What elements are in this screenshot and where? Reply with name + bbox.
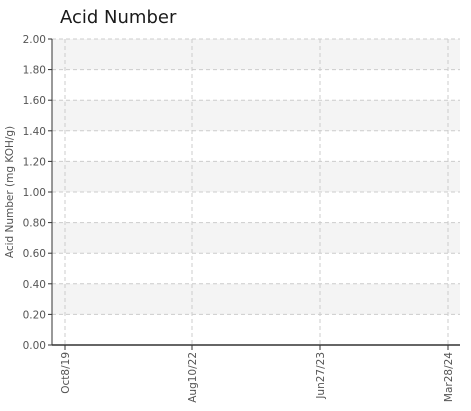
y-tick-label: 0.80 (23, 218, 46, 230)
x-tick-label: Jun27/23 (315, 352, 327, 400)
x-tick-label: Aug10/22 (187, 352, 199, 403)
y-tick-label: 1.60 (23, 95, 46, 107)
plot-band (52, 39, 460, 70)
y-tick-label: 0.00 (23, 340, 46, 352)
horizontal-gridlines (52, 38, 460, 315)
y-tick-label: 2.00 (23, 34, 46, 46)
chart-title: Acid Number (60, 7, 177, 28)
y-tick-label: 1.80 (23, 65, 46, 77)
vertical-gridlines (64, 39, 449, 345)
y-axis-ticks: 0.00 0.20 0.40 0.60 0.80 1.00 1.20 1.40 1.60 1.80… (23, 34, 52, 352)
x-tick-label: Mar28/24 (443, 352, 455, 402)
y-tick-label: 0.20 (23, 309, 46, 321)
plot-band (52, 283, 460, 315)
x-tick-label: Oct8/19 (60, 352, 72, 394)
plot-band (52, 100, 460, 131)
y-tick-label: 1.40 (23, 126, 46, 138)
y-tick-label: 0.60 (23, 248, 46, 260)
plot-band (52, 222, 460, 254)
x-axis-ticks: Oct8/19 Aug10/22 Jun27/23 Mar28/24 (60, 345, 455, 403)
y-tick-label: 1.00 (23, 187, 46, 199)
y-axis-label: Acid Number (mg KOH/g) (4, 126, 16, 258)
plot-background-bands (52, 39, 460, 315)
plot-band (52, 161, 460, 192)
y-tick-label: 0.40 (23, 279, 46, 291)
y-tick-label: 1.20 (23, 156, 46, 168)
